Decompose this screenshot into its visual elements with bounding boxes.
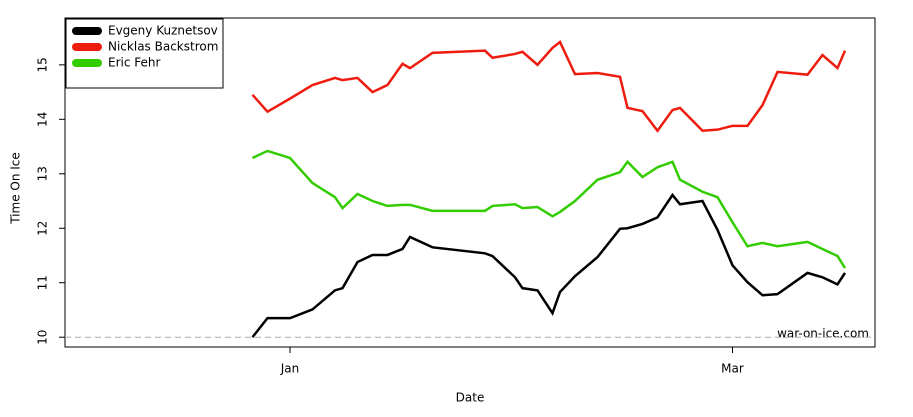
y-tick-label: 10	[36, 330, 50, 345]
y-tick-label: 12	[36, 221, 50, 236]
x-tick-label: Mar	[721, 362, 744, 376]
legend-label: Evgeny Kuznetsov	[108, 24, 218, 38]
plot-frame	[64, 17, 876, 348]
series-line	[251, 39, 847, 133]
annotation: war-on-ice.com	[777, 327, 869, 341]
legend-label: Eric Fehr	[108, 56, 160, 70]
y-tick-label: 13	[36, 166, 50, 181]
series-line	[251, 192, 847, 338]
y-tick-label: 14	[36, 112, 50, 127]
y-axis-label: Time On Ice	[9, 152, 23, 225]
y-tick-label: 11	[36, 275, 50, 290]
series-line	[251, 149, 847, 269]
x-tick-label: Jan	[280, 362, 300, 376]
x-axis-label: Date	[456, 391, 485, 405]
legend-label: Nicklas Backstrom	[108, 40, 218, 54]
y-tick-label: 15	[36, 57, 50, 72]
